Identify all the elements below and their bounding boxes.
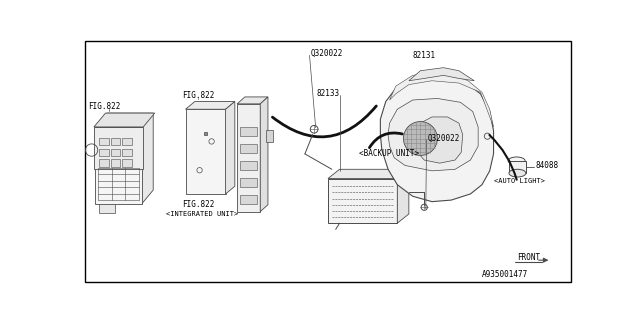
Ellipse shape	[508, 157, 525, 165]
Text: A935001477: A935001477	[482, 269, 528, 278]
Text: <BACKUP UNIT>: <BACKUP UNIT>	[359, 149, 419, 158]
Polygon shape	[237, 97, 268, 104]
FancyArrowPatch shape	[273, 106, 376, 137]
FancyBboxPatch shape	[94, 127, 143, 169]
Text: FIG.822: FIG.822	[182, 91, 214, 100]
Text: FIG.822: FIG.822	[182, 200, 214, 209]
Text: FIG.822: FIG.822	[88, 102, 120, 111]
Text: 82133: 82133	[316, 89, 340, 98]
Text: Q320022: Q320022	[311, 49, 344, 58]
Polygon shape	[397, 169, 409, 223]
Bar	[186, 109, 225, 194]
Text: <INTEGRATED UNIT>: <INTEGRATED UNIT>	[166, 211, 239, 217]
Polygon shape	[225, 101, 235, 194]
Bar	[266, 130, 273, 141]
Ellipse shape	[509, 169, 526, 177]
Polygon shape	[94, 113, 155, 127]
Polygon shape	[260, 97, 268, 212]
Bar	[99, 204, 115, 213]
Text: FRONT: FRONT	[516, 253, 540, 262]
Bar	[111, 138, 120, 145]
Text: <AUTO LIGHT>: <AUTO LIGHT>	[494, 178, 545, 184]
Bar	[122, 159, 132, 167]
Circle shape	[403, 122, 437, 156]
Polygon shape	[409, 68, 474, 81]
Bar	[240, 178, 257, 187]
Polygon shape	[380, 75, 493, 202]
Bar	[111, 148, 120, 156]
Bar	[95, 127, 141, 204]
Bar	[237, 104, 260, 212]
Polygon shape	[328, 169, 409, 179]
Polygon shape	[417, 117, 463, 163]
Bar	[99, 159, 109, 167]
FancyArrowPatch shape	[490, 135, 516, 180]
Text: 84088: 84088	[535, 161, 558, 170]
Bar	[240, 195, 257, 204]
Polygon shape	[390, 72, 493, 127]
Bar	[204, 132, 207, 135]
Bar	[509, 161, 526, 173]
Polygon shape	[388, 99, 478, 171]
Bar	[99, 148, 109, 156]
Polygon shape	[95, 113, 153, 127]
Bar	[240, 127, 257, 136]
FancyArrowPatch shape	[369, 133, 403, 148]
Bar	[240, 161, 257, 170]
Text: Q320022: Q320022	[428, 134, 460, 143]
Bar	[122, 138, 132, 145]
Bar	[99, 138, 109, 145]
Bar	[111, 159, 120, 167]
Bar	[240, 144, 257, 153]
Polygon shape	[186, 101, 235, 109]
Text: 82131: 82131	[413, 51, 436, 60]
Bar	[122, 148, 132, 156]
Bar	[328, 179, 397, 223]
Polygon shape	[141, 113, 153, 204]
